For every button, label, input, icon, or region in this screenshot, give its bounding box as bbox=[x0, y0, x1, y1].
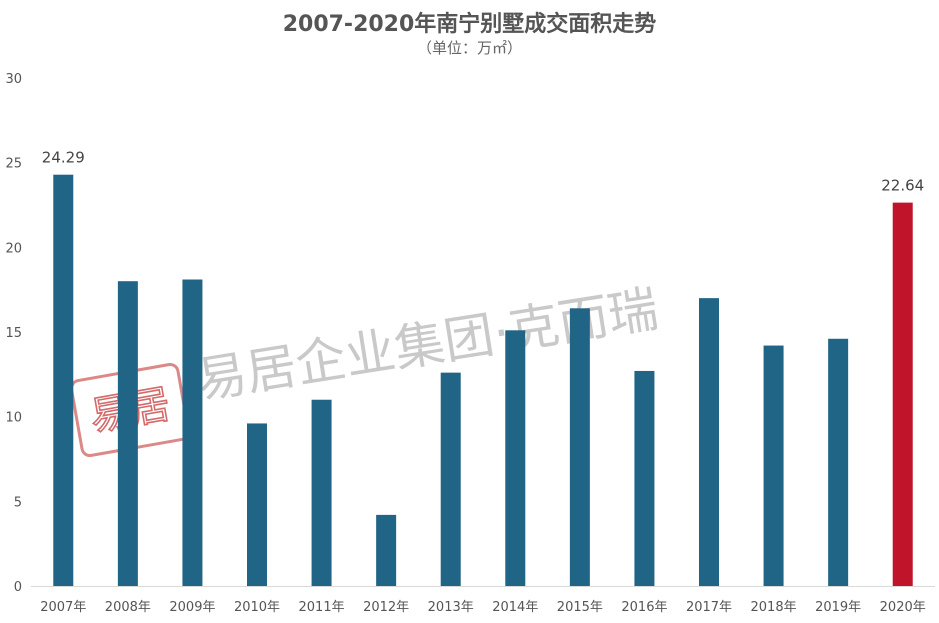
bar-2010年 bbox=[247, 423, 267, 586]
x-tick-label: 2008年 bbox=[105, 600, 151, 615]
bars bbox=[53, 174, 913, 586]
bar-2014年 bbox=[505, 330, 526, 586]
bar-2018年 bbox=[763, 345, 784, 586]
bar-2019年 bbox=[828, 338, 849, 586]
bar-2011年 bbox=[311, 399, 332, 586]
x-tick-label: 2007年 bbox=[40, 600, 86, 615]
x-tick-label: 2019年 bbox=[815, 600, 861, 615]
x-tick-label: 2011年 bbox=[299, 600, 345, 615]
bar-2020年 bbox=[892, 202, 913, 586]
bar-2008年 bbox=[117, 281, 138, 586]
chart-subtitle: （单位：万㎡） bbox=[416, 39, 522, 57]
x-tick-label: 2020年 bbox=[880, 600, 926, 615]
x-tick-label: 2014年 bbox=[492, 600, 538, 615]
x-tick-label: 2017年 bbox=[686, 600, 732, 615]
watermark-text: 易居企业集团·克而瑞 bbox=[193, 280, 662, 410]
x-tick-label: 2018年 bbox=[751, 600, 797, 615]
bar-2015年 bbox=[569, 308, 590, 586]
y-tick-label: 25 bbox=[5, 157, 22, 172]
bar-2013年 bbox=[440, 372, 461, 586]
x-tick-label: 2013年 bbox=[428, 600, 474, 615]
x-tick-label: 2016年 bbox=[621, 600, 667, 615]
y-tick-label: 30 bbox=[5, 72, 22, 87]
chart-title: 2007-2020年南宁别墅成交面积走势 bbox=[282, 12, 657, 37]
x-tick-label: 2010年 bbox=[234, 600, 280, 615]
data-label: 22.64 bbox=[881, 177, 924, 195]
bar-2012年 bbox=[376, 514, 397, 586]
bar-2007年 bbox=[53, 174, 74, 586]
data-label: 24.29 bbox=[42, 149, 85, 167]
y-axis: 0 5 10 15 20 25 30 bbox=[5, 72, 22, 595]
x-tick-label: 2009年 bbox=[169, 600, 215, 615]
y-tick-label: 15 bbox=[5, 326, 22, 341]
x-tick-label: 2015年 bbox=[557, 600, 603, 615]
y-tick-label: 0 bbox=[14, 580, 22, 595]
x-tick-label: 2012年 bbox=[363, 600, 409, 615]
y-tick-label: 20 bbox=[5, 241, 22, 256]
x-axis: 2007年 2008年 2009年 2010年 2011年 2012年 2013年 2014年… bbox=[40, 600, 926, 615]
bar-2017年 bbox=[699, 298, 719, 586]
y-tick-label: 10 bbox=[5, 411, 22, 426]
data-labels: 24.29 22.64 bbox=[42, 149, 924, 195]
y-tick-label: 5 bbox=[14, 495, 22, 510]
bar-2016年 bbox=[634, 370, 655, 586]
bar-2009年 bbox=[182, 279, 203, 586]
